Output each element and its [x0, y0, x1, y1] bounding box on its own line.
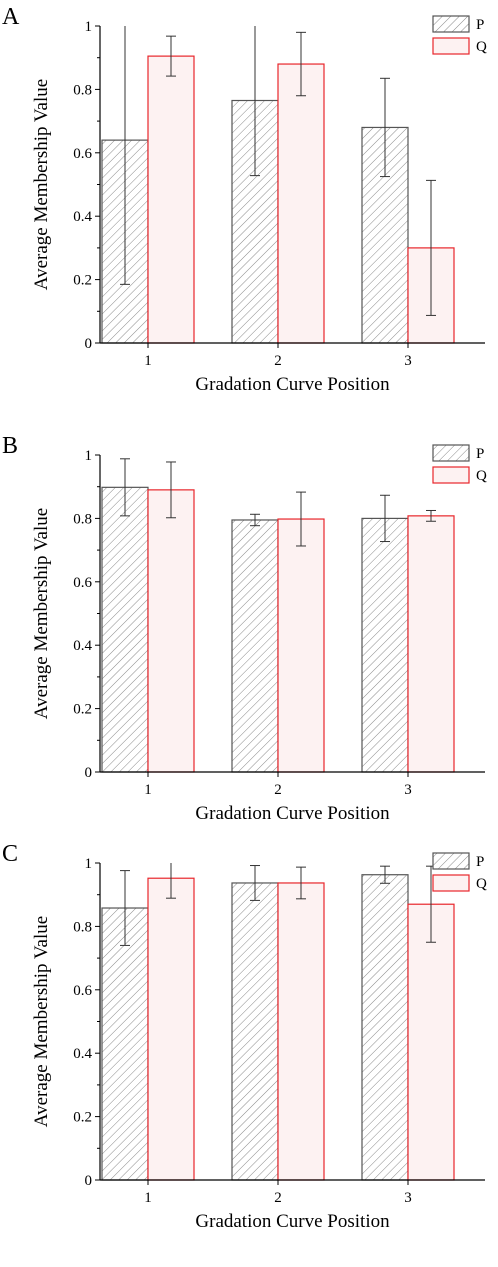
y-tick-label: 1 [85, 448, 93, 464]
x-tick-label: 1 [144, 782, 152, 798]
y-tick-label: 0 [85, 765, 93, 781]
legend-swatch-q [432, 874, 470, 892]
error-bar-p-2 [250, 26, 260, 177]
y-tick-label: 0.8 [73, 919, 92, 935]
error-bar-q-1 [166, 461, 176, 519]
legend: PQ [432, 444, 487, 484]
y-tick-label: 0.4 [73, 638, 92, 654]
legend-label-p: P [476, 17, 484, 33]
error-bar-q-2 [296, 491, 306, 547]
chart-panel-a: A 0 0.2 0.4 0.6 0.8 1 1 2 3 Gradation Curve Positi… [2, 4, 487, 395]
x-tick-label: 3 [404, 1190, 412, 1206]
bar-q-1 [147, 489, 195, 773]
chart-panel-c: C 0 0.2 0.4 0.6 0.8 1 1 2 3 Gradation Curve Positi… [2, 841, 487, 1232]
x-tick-label: 2 [274, 1190, 282, 1206]
x-tick-label: 2 [274, 782, 282, 798]
x-axis-title: Gradation Curve Position [195, 374, 390, 395]
error-bar-p-1 [120, 26, 130, 285]
y-tick-label: 0 [85, 1173, 93, 1189]
error-bar-p-2 [250, 513, 260, 527]
error-bar-p-3 [380, 865, 390, 884]
error-bar-q-1 [166, 863, 176, 899]
x-tick-label: 3 [404, 782, 412, 798]
panel-letter: A [2, 4, 20, 30]
legend-label-p: P [476, 446, 484, 462]
bar-p-2 [231, 519, 279, 773]
bar-q-3 [407, 903, 455, 1181]
bar-p-1 [101, 486, 149, 773]
x-tick-label: 1 [144, 1190, 152, 1206]
error-bar-p-3 [380, 77, 390, 178]
bar-p-1 [101, 907, 149, 1181]
y-tick-label: 0.6 [73, 983, 92, 999]
legend-swatch-p [432, 15, 470, 33]
x-axis-title: Gradation Curve Position [195, 1211, 390, 1232]
bar-q-1 [147, 55, 195, 344]
y-tick-label: 0.8 [73, 82, 92, 98]
legend-label-p: P [476, 854, 484, 870]
legend-swatch-q [432, 466, 470, 484]
legend-label-q: Q [476, 39, 487, 55]
error-bar-q-2 [296, 31, 306, 97]
error-bar-p-1 [120, 458, 130, 517]
legend-swatch-q [432, 37, 470, 55]
chart-panel-b: B 0 0.2 0.4 0.6 0.8 1 1 2 3 Gradation Curve Positi… [2, 433, 487, 824]
panel-letter: C [2, 841, 18, 867]
y-axis-title: Average Membership Value [31, 79, 52, 290]
error-bar-q-3 [426, 509, 436, 522]
y-tick-label: 0.4 [73, 209, 92, 225]
y-tick-label: 1 [85, 19, 93, 35]
y-tick-label: 0.2 [73, 702, 92, 718]
y-tick-label: 1 [85, 856, 93, 872]
panel-letter: B [2, 433, 18, 459]
y-axis-title: Average Membership Value [31, 916, 52, 1127]
x-tick-label: 1 [144, 353, 152, 369]
y-axis-title: Average Membership Value [31, 508, 52, 719]
bar-p-3 [361, 874, 409, 1181]
error-bar-q-2 [296, 866, 306, 900]
y-tick-label: 0.2 [73, 1110, 92, 1126]
x-tick-label: 2 [274, 353, 282, 369]
error-bar-q-1 [166, 35, 176, 77]
bar-q-2 [277, 63, 325, 344]
y-tick-label: 0.2 [73, 273, 92, 289]
bar-p-3 [361, 517, 409, 773]
x-tick-label: 3 [404, 353, 412, 369]
legend-swatch-p [432, 852, 470, 870]
error-bar-p-1 [120, 870, 130, 946]
legend-label-q: Q [476, 876, 487, 892]
bar-q-2 [277, 882, 325, 1181]
bar-q-3 [407, 515, 455, 773]
error-bar-q-3 [426, 179, 436, 316]
y-tick-label: 0.8 [73, 511, 92, 527]
y-tick-label: 0.6 [73, 575, 92, 591]
y-tick-label: 0.4 [73, 1046, 92, 1062]
bar-q-2 [277, 518, 325, 773]
legend: PQ [432, 852, 487, 892]
legend: PQ [432, 15, 487, 55]
bar-q-1 [147, 877, 195, 1181]
legend-swatch-p [432, 444, 470, 462]
y-tick-label: 0.6 [73, 146, 92, 162]
error-bar-p-2 [250, 865, 260, 901]
y-tick-label: 0 [85, 336, 93, 352]
bar-p-2 [231, 882, 279, 1181]
legend-label-q: Q [476, 468, 487, 484]
x-axis-title: Gradation Curve Position [195, 803, 390, 824]
error-bar-p-3 [380, 494, 390, 543]
